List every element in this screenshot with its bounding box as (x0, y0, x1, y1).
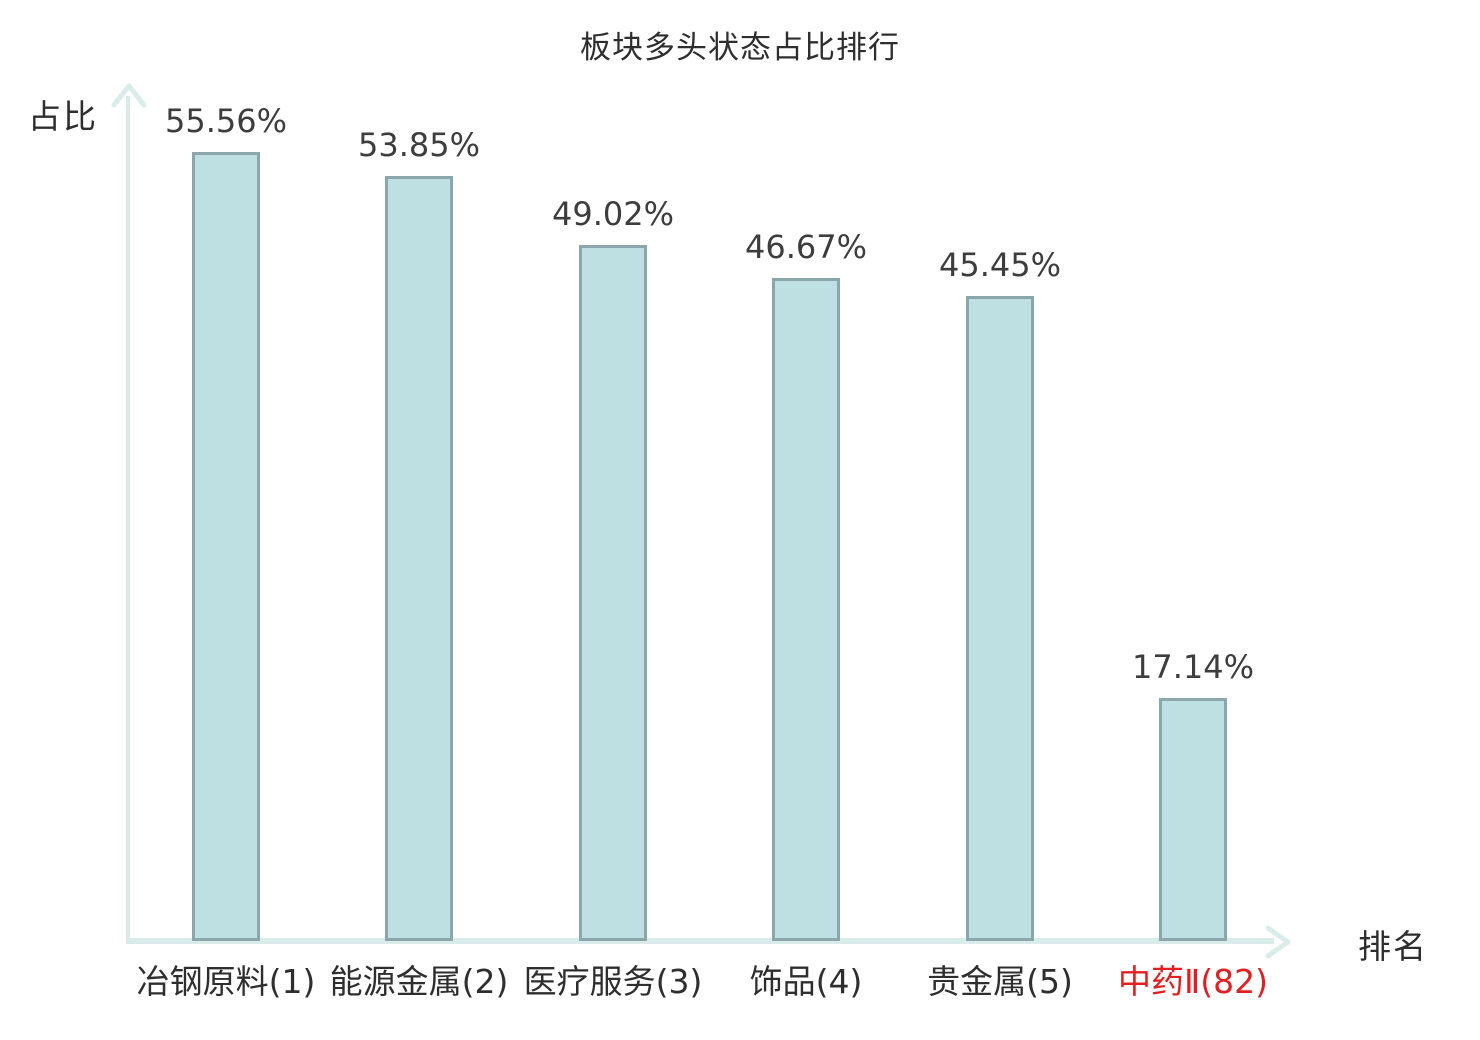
chart-title: 板块多头状态占比排行 (580, 30, 900, 66)
bar-value-label: 55.56% (164, 102, 288, 140)
x-tick-label: 中药Ⅱ(82) (1118, 962, 1268, 1001)
bar-value-label: 49.02% (551, 195, 675, 233)
x-tick-label: 饰品(4) (749, 962, 863, 1001)
x-axis-arrow-icon (1265, 925, 1291, 959)
bar (192, 152, 260, 941)
bar (1159, 698, 1227, 941)
bar-value-label: 17.14% (1131, 648, 1255, 686)
x-tick-label: 冶钢原料(1) (136, 962, 316, 1001)
x-axis (126, 938, 1274, 944)
y-axis-arrow-icon (111, 83, 147, 108)
bar (385, 176, 453, 941)
bar-value-label: 46.67% (744, 228, 868, 266)
x-tick-label: 能源金属(2) (329, 962, 509, 1001)
bar-value-label: 45.45% (938, 246, 1062, 284)
bar-value-label: 53.85% (357, 126, 481, 164)
bar (772, 278, 840, 941)
bar (966, 296, 1034, 941)
y-axis-label: 占比 (28, 97, 98, 136)
y-axis (126, 96, 130, 944)
x-axis-label: 排名 (1358, 927, 1428, 966)
x-tick-label: 医疗服务(3) (523, 962, 703, 1001)
bar (579, 245, 647, 941)
x-tick-label: 贵金属(5) (927, 962, 1073, 1001)
